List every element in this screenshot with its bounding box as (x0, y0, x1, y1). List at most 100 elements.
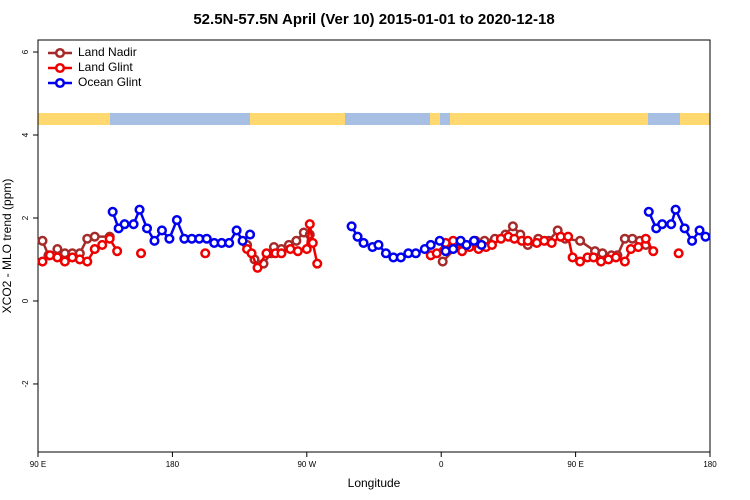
data-point (619, 256, 630, 267)
data-point (119, 219, 130, 230)
data-point (469, 235, 480, 246)
data-point (679, 223, 690, 234)
data-point (437, 256, 448, 267)
data-point (666, 219, 677, 230)
legend-marker (54, 47, 66, 59)
legend-label: Land Glint (78, 60, 133, 74)
data-point (171, 215, 182, 226)
legend-label: Ocean Glint (78, 75, 142, 89)
x-tick-label: 0 (439, 460, 444, 469)
data-point (52, 252, 63, 263)
ocean-strip (110, 113, 250, 125)
data-point (448, 244, 459, 255)
data-point (82, 256, 93, 267)
ocean-strip (648, 113, 680, 125)
data-point (89, 244, 100, 255)
data-point (149, 235, 160, 246)
data-point (522, 235, 533, 246)
series-line (441, 224, 647, 263)
y-tick-label: 2 (21, 215, 30, 220)
x-axis-label: Longitude (348, 476, 401, 490)
data-point (563, 231, 574, 242)
data-point (107, 206, 118, 217)
x-tick-label: 90 W (297, 460, 316, 469)
data-point (200, 248, 211, 259)
data-point (567, 252, 578, 263)
ocean-strip (345, 113, 430, 125)
data-point (135, 248, 147, 259)
data-point (246, 248, 257, 259)
data-point (610, 252, 621, 263)
y-tick-label: 4 (21, 132, 30, 137)
data-point (410, 248, 421, 259)
legend-label: Land Nadir (78, 45, 137, 59)
data-point (112, 246, 123, 257)
y-tick-label: 0 (21, 298, 30, 303)
data-point (588, 252, 599, 263)
data-point (670, 204, 681, 215)
data-point (201, 233, 212, 244)
data-point (425, 239, 436, 251)
data-point (301, 244, 312, 255)
chart-title: 52.5N-57.5N April (Ver 10) 2015-01-01 to… (193, 11, 554, 28)
data-point (312, 258, 323, 269)
data-point (640, 233, 651, 244)
data-point (546, 237, 557, 248)
map-strip (38, 113, 710, 125)
data-point (575, 256, 586, 267)
data-point (307, 237, 318, 248)
x-tick-label: 90 E (30, 460, 46, 469)
legend-marker (54, 77, 66, 89)
data-point (486, 239, 498, 251)
data-point (633, 241, 644, 253)
y-tick-label: 6 (21, 49, 30, 54)
data-point (245, 229, 256, 240)
data-point (304, 219, 315, 230)
x-tick-label: 180 (703, 460, 717, 469)
data-point (224, 237, 235, 248)
x-tick-label: 180 (166, 460, 180, 469)
data-point (291, 235, 302, 246)
data-point (97, 239, 108, 251)
data-point (380, 248, 391, 259)
data-point (673, 248, 684, 259)
legend-marker (54, 62, 66, 74)
data-point (373, 239, 384, 251)
data-point (89, 231, 100, 242)
data-point (352, 231, 363, 242)
data-point (575, 235, 586, 246)
data-point (37, 235, 48, 246)
data-point (694, 225, 705, 236)
data-point (59, 256, 70, 267)
data-point (648, 246, 659, 257)
data-point (237, 235, 248, 246)
data-point (128, 219, 139, 230)
data-point (657, 219, 668, 230)
data-point (252, 262, 263, 273)
data-point (434, 235, 445, 246)
data-point (643, 206, 654, 217)
data-point (395, 252, 406, 263)
data-point (431, 248, 442, 259)
data-point (141, 223, 153, 234)
data-point (687, 235, 698, 246)
ocean-strip (440, 113, 450, 125)
data-point (37, 256, 48, 267)
data-point (104, 233, 115, 244)
data-point (261, 248, 272, 259)
x-tick-label: 90 E (567, 460, 583, 469)
data-point (507, 221, 518, 232)
data-point (700, 231, 711, 242)
data-point (164, 233, 175, 244)
data-point (134, 204, 145, 215)
y-axis-label: XCO2 - MLO trend (ppm) (0, 179, 14, 314)
y-tick-label: -2 (21, 380, 30, 388)
plot-frame (37, 39, 711, 453)
data-point (358, 237, 369, 248)
data-point (231, 225, 242, 236)
data-point (156, 225, 167, 236)
data-point (276, 248, 287, 259)
data-point (346, 221, 357, 232)
data-point (461, 239, 472, 251)
